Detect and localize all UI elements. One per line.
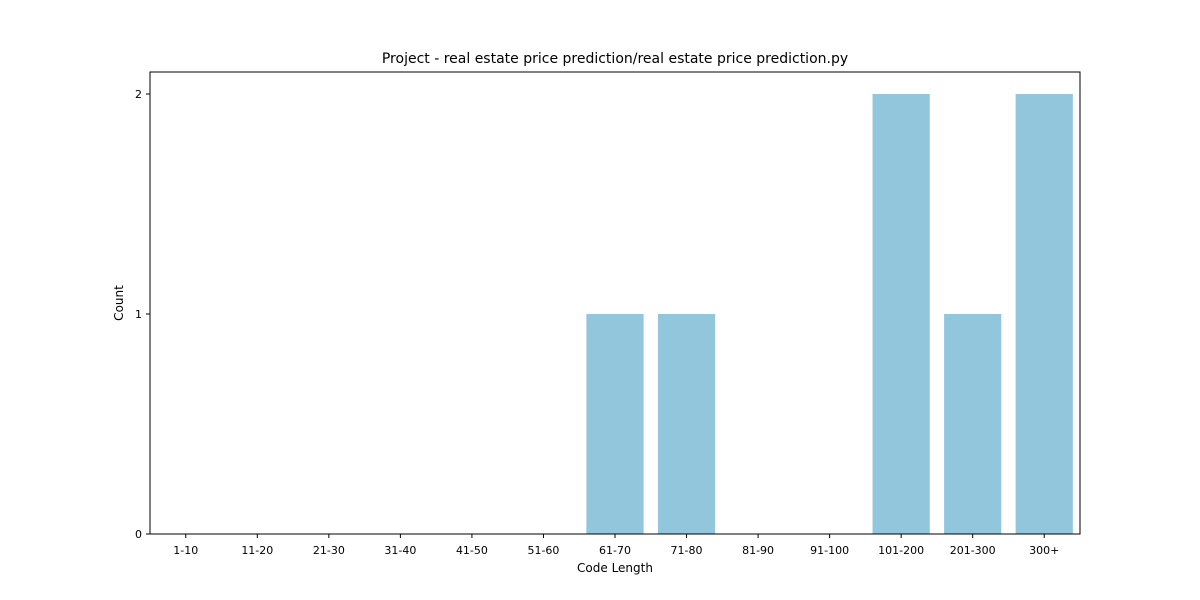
x-axis-label: Code Length [577, 561, 653, 575]
y-tick-label: 2 [135, 88, 142, 101]
x-tick-label: 201-300 [950, 544, 996, 557]
y-tick-label: 0 [135, 528, 142, 541]
x-tick-label: 300+ [1029, 544, 1059, 557]
x-tick-label: 51-60 [527, 544, 559, 557]
y-axis-label: Count [112, 285, 126, 321]
x-tick-label: 91-100 [810, 544, 849, 557]
bar-201-300 [944, 314, 1002, 534]
x-tick-label: 81-90 [742, 544, 774, 557]
x-tick-label: 71-80 [671, 544, 703, 557]
bar-61-70 [586, 314, 644, 534]
chart-title: Project - real estate price prediction/r… [382, 51, 848, 67]
x-tick-label: 41-50 [456, 544, 488, 557]
x-tick-label: 21-30 [313, 544, 345, 557]
bar-300+ [1015, 94, 1073, 534]
x-tick-label: 61-70 [599, 544, 631, 557]
x-tick-label: 31-40 [384, 544, 416, 557]
x-tick-label: 101-200 [878, 544, 924, 557]
bar-71-80 [657, 314, 716, 534]
bars-group [586, 94, 1073, 534]
x-tick-label: 1-10 [173, 544, 198, 557]
bar-101-200 [872, 94, 930, 534]
y-axis-ticks: 0 1 2 [135, 88, 150, 541]
x-tick-label: 11-20 [241, 544, 273, 557]
y-tick-label: 1 [135, 308, 142, 321]
x-axis-ticks: 1-10 11-20 21-30 31-40 41-50 51-60 61-70 71-80 8… [173, 534, 1059, 557]
